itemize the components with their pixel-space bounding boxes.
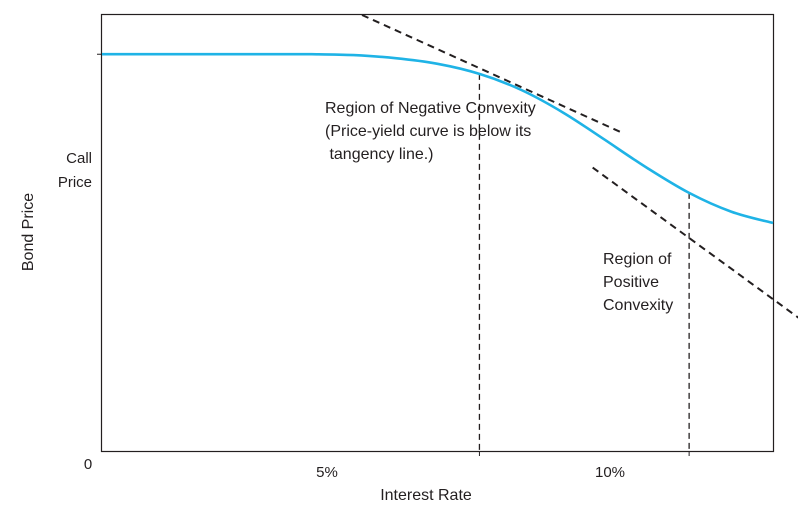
- y-axis-title: Bond Price: [20, 193, 37, 271]
- x-tick-label-10pct: 10%: [595, 464, 625, 481]
- call-price-label-line2: Price: [58, 174, 92, 191]
- positive-convexity-annotation-line3: Convexity: [603, 297, 673, 314]
- origin-label: 0: [84, 456, 92, 473]
- negative-convexity-annotation-line3: tangency line.): [325, 146, 434, 163]
- negative-convexity-annotation-line2: (Price-yield curve is below its: [325, 123, 531, 140]
- x-axis-title: Interest Rate: [380, 487, 472, 504]
- x-tick-label-5pct: 5%: [316, 464, 338, 481]
- positive-convexity-annotation-line2: Positive: [603, 274, 659, 291]
- plot-frame: [100, 13, 775, 453]
- chart-marks: [97, 14, 798, 456]
- positive-convexity-annotation-line1: Region of: [603, 251, 672, 268]
- price-yield-curve: [102, 52, 774, 225]
- negative-convexity-annotation-line1: Region of Negative Convexity: [325, 100, 536, 117]
- call-price-label-line1: Call: [66, 150, 92, 167]
- tangent-line-2: [592, 166, 798, 319]
